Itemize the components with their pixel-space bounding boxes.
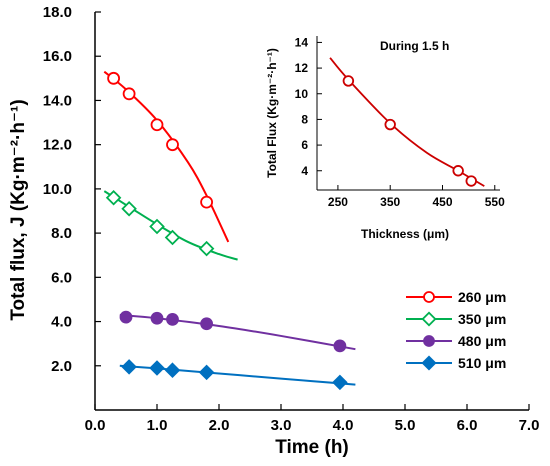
data-point-510-m: [198, 364, 215, 381]
inset-y-tick-label: 12: [295, 61, 309, 75]
legend-marker: [423, 291, 435, 303]
data-point-260-m: [166, 138, 179, 152]
legend-item-350-m: 350 μm: [406, 311, 506, 327]
fit-line-480-m: [119, 313, 356, 351]
data-point-510-m: [332, 374, 348, 391]
legend-label: 510 μm: [458, 355, 506, 371]
legend-label: 480 μm: [458, 333, 506, 349]
inset-data-points: [342, 75, 477, 187]
data-point-260-m: [200, 195, 214, 209]
inset-annotation: During 1.5 h: [380, 39, 449, 53]
data-point-260-m: [122, 87, 136, 101]
x-tick-label: 1.0: [147, 417, 168, 434]
data-point-350-m: [198, 240, 215, 257]
inset-axes: [316, 36, 500, 191]
legend-marker: [423, 335, 435, 347]
y-tick-label: 12.0: [43, 137, 72, 154]
y-tick-label: 8.0: [51, 225, 72, 242]
data-point-480-m: [150, 311, 164, 325]
data-point-480-m: [119, 310, 133, 324]
legend: 260 μm 350 μm 480 μm 510 μm: [406, 289, 506, 371]
inset-x-tick-label: 350: [380, 195, 400, 209]
inset-ticks: 250 350 450 550 4 6 8 10 12 14: [295, 35, 505, 209]
y-axis-title: Total flux, J (Kg·m⁻²·h⁻¹): [8, 99, 29, 320]
x-tick-label: 2.0: [209, 417, 230, 434]
data-point-350-m: [105, 189, 122, 206]
inset-x-axis-title: Thickness (μm): [361, 227, 449, 241]
inset-y-tick-label: 8: [301, 112, 308, 126]
x-axis-title: Time (h): [275, 437, 349, 458]
legend-item-480-m: 480 μm: [406, 333, 506, 349]
x-tick-label: 3.0: [271, 417, 292, 434]
data-point-350-m: [149, 218, 165, 235]
data-point-260-m: [107, 71, 120, 85]
data-point-480-m: [166, 312, 179, 326]
legend-item-510-m: 510 μm: [406, 355, 506, 371]
inset-x-tick-label: 250: [328, 195, 348, 209]
x-tick-label: 0.0: [85, 417, 106, 434]
y-tick-label: 18.0: [43, 4, 72, 21]
data-point-350-m: [121, 201, 137, 217]
legend-label: 260 μm: [458, 289, 506, 305]
inset-y-tick-label: 4: [301, 164, 308, 178]
data-point-480-m: [333, 339, 347, 353]
legend-label: 350 μm: [458, 311, 506, 327]
inset-x-tick-label: 550: [485, 195, 505, 209]
y-tick-label: 4.0: [51, 314, 72, 331]
fit-line-350-m: [103, 190, 238, 261]
legend-marker: [421, 355, 437, 371]
x-tick-label: 7.0: [519, 417, 540, 434]
fit-line-510-m: [119, 364, 356, 386]
inset-y-tick-label: 10: [295, 87, 309, 101]
data-point-480-m: [200, 317, 214, 331]
x-tick-label: 6.0: [457, 417, 478, 434]
y-tick-label: 10.0: [43, 181, 72, 198]
inset-data-point: [384, 118, 396, 131]
inset-y-axis-title: Total Flux (Kg·m⁻²·h⁻¹): [265, 48, 279, 178]
main-axes: [94, 12, 529, 411]
legend-item-260-m: 260 μm: [406, 289, 506, 305]
legend-marker: [421, 311, 437, 327]
inset-y-tick-label: 6: [301, 138, 308, 152]
inset-data-point: [342, 75, 355, 87]
data-point-510-m: [164, 362, 181, 378]
x-tick-label: 4.0: [333, 417, 354, 434]
inset-x-tick-label: 450: [432, 195, 452, 209]
main-ticks: 0.0 1.0 2.0 3.0 4.0 5.0 6.0 7.0 2.0 4.0 6.0 8.0 10.0…: [43, 4, 540, 434]
inset-data-point: [465, 175, 477, 187]
y-tick-label: 2.0: [51, 358, 72, 375]
inset-data-point: [452, 165, 464, 177]
data-point-510-m: [149, 360, 165, 376]
data-point-510-m: [121, 359, 137, 375]
main-fit-lines: [103, 70, 356, 386]
y-tick-label: 14.0: [43, 92, 72, 109]
data-point-260-m: [150, 118, 164, 132]
y-tick-label: 16.0: [43, 48, 72, 65]
data-point-350-m: [164, 229, 181, 246]
inset-y-tick-label: 14: [295, 35, 309, 49]
y-tick-label: 6.0: [51, 269, 72, 286]
fit-line-260-m: [103, 70, 230, 243]
main-data-points: [105, 71, 348, 391]
x-tick-label: 5.0: [395, 417, 416, 434]
